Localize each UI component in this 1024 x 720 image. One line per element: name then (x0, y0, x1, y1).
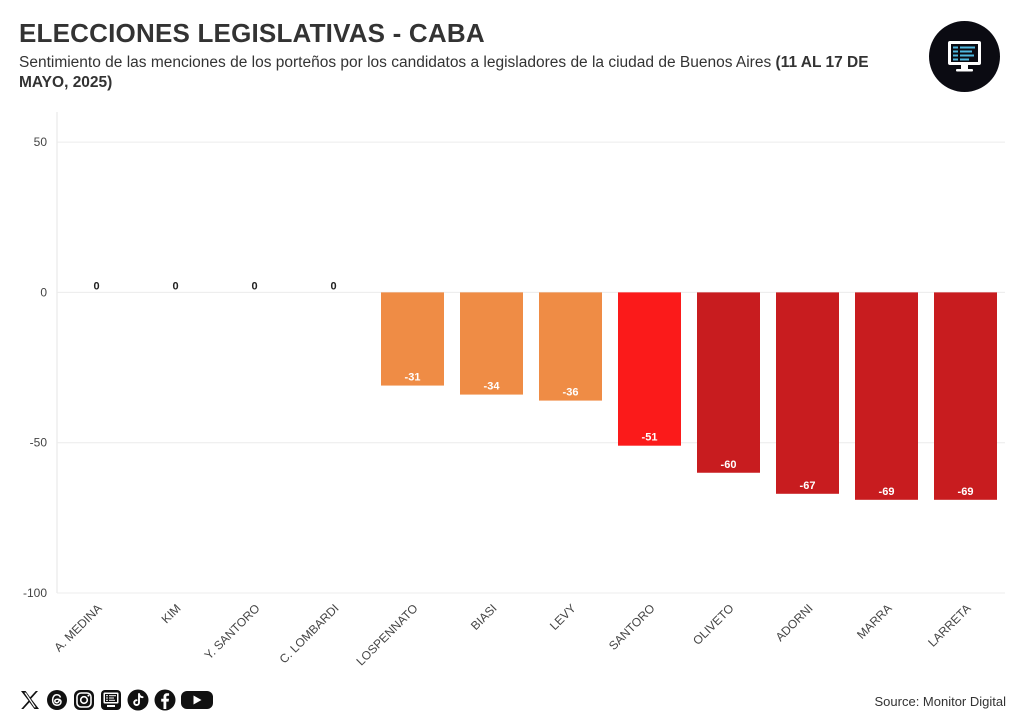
subtitle-text: Sentimiento de las menciones de los port… (19, 54, 776, 71)
data-label: 0 (251, 280, 257, 292)
bar (934, 292, 997, 500)
chart-subtitle: Sentimiento de las menciones de los port… (19, 53, 914, 93)
x-tick-label: A. MEDINA (51, 601, 104, 654)
monitor-brand-icon[interactable] (99, 688, 123, 712)
data-label: 0 (93, 280, 99, 292)
facebook-icon[interactable] (153, 688, 177, 712)
bar (381, 292, 444, 386)
x-tick-label: KIM (159, 601, 184, 626)
bar-chart: 50 0 -50 -100 0 A. MEDINA 0 KIM 0 Y. SANTORO 0 C. L… (23, 112, 1005, 668)
x-tick-label: LEVY (547, 601, 579, 633)
chart-title: ELECCIONES LEGISLATIVAS - CABA (19, 18, 485, 48)
data-label: -36 (563, 387, 579, 399)
instagram-icon[interactable] (72, 688, 96, 712)
x-tick-label: LARRETA (925, 601, 973, 649)
tiktok-icon[interactable] (126, 688, 150, 712)
x-tick-label: SANTORO (606, 601, 658, 653)
x-tick-label: ADORNI (773, 601, 816, 644)
social-icons (18, 688, 214, 712)
data-label: -69 (958, 486, 974, 498)
data-label: -67 (800, 480, 816, 492)
bar (460, 292, 523, 395)
x-tick-label: LOSPENNATO (354, 601, 421, 668)
data-label: -69 (879, 486, 895, 498)
x-tick-label: Y. SANTORO (202, 601, 263, 662)
x-tick-label: BIASI (468, 601, 500, 633)
x-tick-label: OLIVETO (690, 601, 737, 648)
bar (855, 292, 918, 500)
bar (539, 292, 602, 401)
data-label: -31 (405, 372, 421, 384)
x-tick-label: MARRA (854, 601, 895, 642)
y-tick-label: 0 (40, 285, 47, 299)
data-label: -34 (484, 381, 501, 393)
y-tick-label: -50 (30, 436, 48, 450)
y-tick-label: -100 (23, 586, 47, 600)
bar (618, 292, 681, 446)
bar (697, 292, 760, 473)
subtitle-date-range: (11 AL 17 DE MAYO, 2025) (19, 54, 869, 91)
data-label: 0 (172, 280, 178, 292)
threads-icon[interactable] (45, 688, 69, 712)
monitor-digital-logo (929, 21, 1000, 92)
monitor-icon (948, 41, 981, 72)
x-icon[interactable] (18, 688, 42, 712)
data-label: -51 (642, 432, 658, 444)
data-label: -60 (721, 459, 737, 471)
youtube-icon[interactable] (180, 688, 214, 712)
data-label: 0 (330, 280, 336, 292)
x-tick-label: C. LOMBARDI (277, 601, 342, 666)
y-tick-label: 50 (34, 135, 48, 149)
bar (776, 292, 839, 494)
source-note: Source: Monitor Digital (874, 694, 1007, 709)
